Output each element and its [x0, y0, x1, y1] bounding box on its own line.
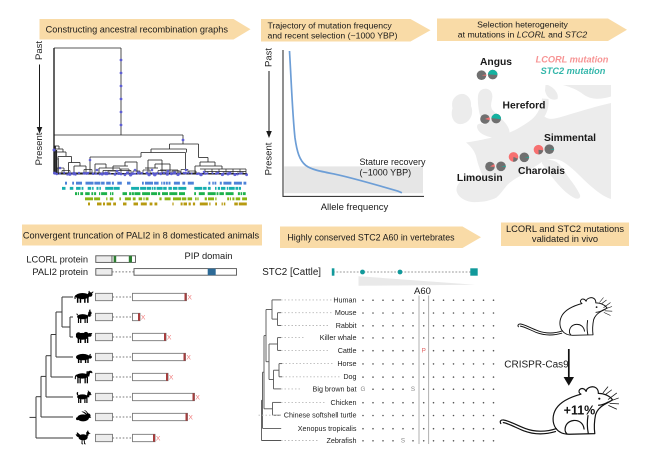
svg-text:Present: Present	[264, 142, 275, 175]
svg-text:Human: Human	[333, 295, 356, 304]
svg-text:at mutations in LCORL and STC2: at mutations in LCORL and STC2	[458, 30, 588, 40]
svg-text:X: X	[187, 295, 192, 302]
svg-text:Convergent truncation of PALI2: Convergent truncation of PALI2 in 8 dome…	[23, 231, 260, 241]
svg-text:LCORL mutation: LCORL mutation	[536, 55, 609, 65]
svg-text:X: X	[186, 355, 191, 362]
svg-text:G: G	[361, 386, 366, 393]
svg-text:X: X	[141, 315, 146, 322]
svg-text:X: X	[169, 375, 174, 382]
svg-text:Cattle: Cattle	[338, 346, 357, 355]
svg-text:Trajectory of mutation frequen: Trajectory of mutation frequency	[268, 20, 393, 30]
svg-text:X: X	[188, 415, 193, 422]
svg-text:CRISPR-Cas9: CRISPR-Cas9	[504, 360, 569, 371]
svg-text:LCORL and STC2 mutations: LCORL and STC2 mutations	[506, 224, 624, 234]
svg-text:Simmental: Simmental	[544, 133, 596, 144]
svg-text:Rabbit: Rabbit	[336, 321, 357, 330]
svg-text:Zebrafish: Zebrafish	[327, 436, 357, 445]
svg-text:PIP domain: PIP domain	[185, 251, 233, 261]
svg-text:Chinese softshell turtle: Chinese softshell turtle	[284, 411, 357, 420]
svg-text:Xenopus tropicalis: Xenopus tropicalis	[298, 424, 357, 433]
svg-text:P: P	[422, 348, 426, 355]
svg-text:and recent selection (~1000 YB: and recent selection (~1000 YBP)	[268, 31, 398, 41]
svg-text:Angus: Angus	[480, 57, 512, 68]
svg-text:Past: Past	[264, 48, 275, 67]
svg-text:S: S	[401, 438, 405, 445]
svg-text:X: X	[167, 335, 172, 342]
svg-text:Mouse: Mouse	[335, 308, 357, 317]
svg-text:STC2 [Cattle]: STC2 [Cattle]	[262, 267, 321, 278]
svg-text:Allele frequency: Allele frequency	[321, 202, 389, 213]
svg-text:A60: A60	[414, 286, 431, 297]
svg-text:S: S	[411, 386, 415, 393]
svg-text:Charolais: Charolais	[518, 166, 565, 177]
svg-text:X: X	[195, 395, 200, 402]
svg-text:Killer whale: Killer whale	[320, 333, 357, 342]
svg-text:Constructing ancestral recombi: Constructing ancestral recombination gra…	[46, 25, 229, 35]
svg-text:(~1000 YBP): (~1000 YBP)	[360, 167, 412, 177]
svg-text:Big brown bat: Big brown bat	[313, 384, 357, 393]
svg-text:+11%: +11%	[564, 404, 596, 418]
svg-text:Chicken: Chicken	[331, 398, 357, 407]
svg-text:Stature recovery: Stature recovery	[360, 157, 427, 167]
svg-text:Highly conserved STC2 A60 in v: Highly conserved STC2 A60 in vertebrates	[287, 233, 455, 243]
svg-text:Present: Present	[34, 132, 45, 165]
svg-text:validated in vivo: validated in vivo	[532, 234, 598, 244]
svg-text:Limousin: Limousin	[457, 173, 503, 184]
svg-text:PALI2 protein: PALI2 protein	[32, 267, 88, 277]
svg-text:Past: Past	[34, 41, 45, 60]
svg-text:Selection heterogeneity: Selection heterogeneity	[477, 19, 568, 29]
svg-text:Dog: Dog	[343, 372, 356, 381]
svg-text:X: X	[156, 436, 161, 443]
svg-text:Horse: Horse	[337, 359, 356, 368]
svg-text:Hereford: Hereford	[503, 101, 546, 112]
svg-text:LCORL protein: LCORL protein	[26, 254, 88, 264]
svg-text:STC2 mutation: STC2 mutation	[541, 66, 606, 76]
